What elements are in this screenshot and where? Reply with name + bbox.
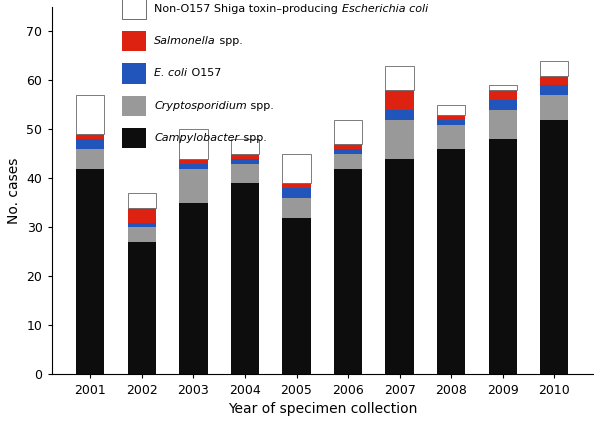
Bar <box>76 139 104 149</box>
Bar <box>179 129 208 159</box>
Bar <box>179 164 208 169</box>
Bar <box>128 193 156 208</box>
Bar <box>540 120 568 374</box>
Bar <box>231 159 259 164</box>
FancyBboxPatch shape <box>122 128 146 148</box>
Text: E. coli: E. coli <box>154 69 188 79</box>
Text: Cryptosporidium: Cryptosporidium <box>154 101 247 111</box>
Bar <box>76 95 104 135</box>
Bar <box>128 242 156 374</box>
Text: Salmonella: Salmonella <box>154 36 216 46</box>
Bar <box>128 228 156 242</box>
Bar <box>437 120 466 124</box>
Bar <box>488 139 517 374</box>
Bar <box>283 218 311 374</box>
Text: O157: O157 <box>188 69 221 79</box>
Bar <box>128 208 156 222</box>
Bar <box>179 159 208 164</box>
Bar <box>540 85 568 95</box>
Bar <box>385 159 414 374</box>
Text: spp.: spp. <box>247 101 274 111</box>
Bar <box>437 149 466 374</box>
Bar <box>283 188 311 198</box>
Text: Escherichia coli: Escherichia coli <box>342 4 428 14</box>
Bar <box>179 203 208 374</box>
Bar <box>437 124 466 149</box>
Bar <box>334 154 362 169</box>
Text: Non-O157 Shiga toxin–producing: Non-O157 Shiga toxin–producing <box>154 4 342 14</box>
Text: spp.: spp. <box>239 133 266 143</box>
FancyBboxPatch shape <box>122 63 146 84</box>
Bar <box>488 110 517 139</box>
FancyBboxPatch shape <box>122 31 146 51</box>
Bar <box>540 76 568 85</box>
Bar <box>231 139 259 154</box>
Bar <box>385 110 414 120</box>
Bar <box>283 198 311 218</box>
Bar <box>334 144 362 149</box>
Bar <box>76 135 104 139</box>
Bar <box>385 120 414 159</box>
Y-axis label: No. cases: No. cases <box>7 157 21 224</box>
Bar <box>76 149 104 169</box>
Text: Campylobacter: Campylobacter <box>154 133 239 143</box>
Bar <box>231 164 259 183</box>
Bar <box>488 100 517 110</box>
Bar <box>437 115 466 120</box>
Bar <box>231 154 259 159</box>
Bar <box>540 95 568 120</box>
Bar <box>334 149 362 154</box>
Bar <box>488 85 517 90</box>
Text: spp.: spp. <box>216 36 243 46</box>
Bar <box>334 169 362 374</box>
Bar <box>283 154 311 183</box>
Bar <box>283 183 311 188</box>
FancyBboxPatch shape <box>122 96 146 116</box>
Bar <box>334 120 362 144</box>
Bar <box>540 61 568 76</box>
Bar <box>128 222 156 228</box>
X-axis label: Year of specimen collection: Year of specimen collection <box>227 402 417 416</box>
Bar <box>231 183 259 374</box>
Bar <box>76 169 104 374</box>
Bar <box>385 66 414 90</box>
Bar <box>385 90 414 110</box>
Bar <box>488 90 517 100</box>
FancyBboxPatch shape <box>122 0 146 19</box>
Bar <box>179 169 208 203</box>
Bar <box>437 105 466 115</box>
